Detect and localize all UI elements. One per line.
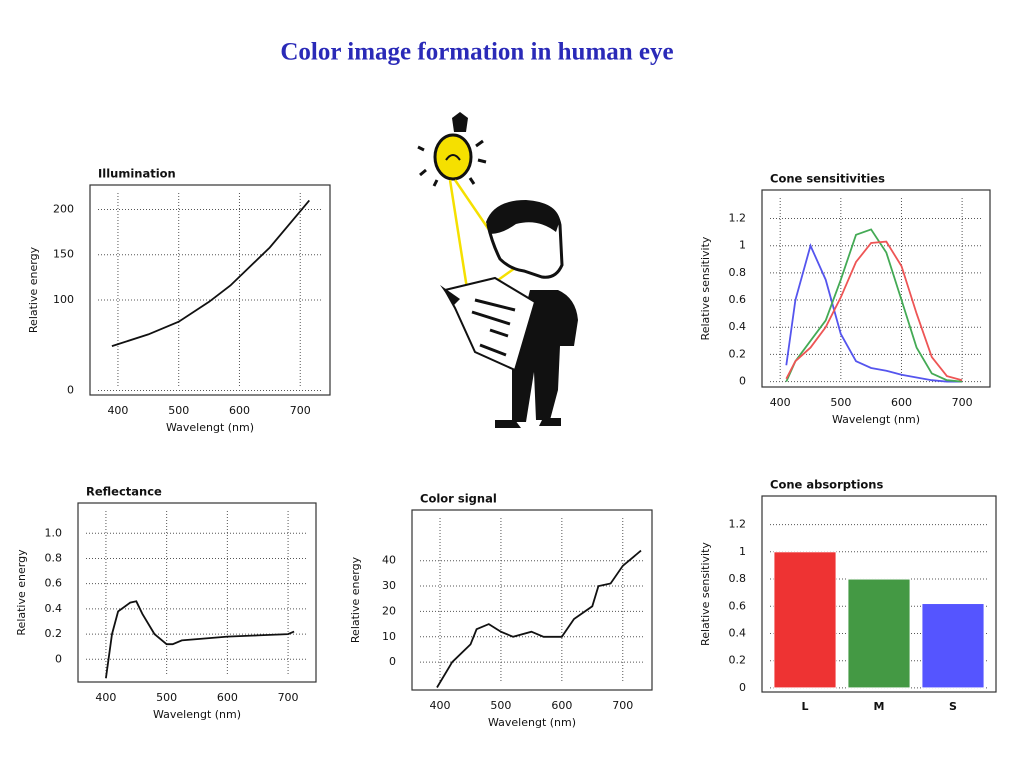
x-axis-label: Wavelengt (nm) xyxy=(166,421,254,434)
x-tick-label: 700 xyxy=(290,404,311,417)
y-tick-label: 1 xyxy=(739,239,746,252)
y-tick-label: 0.2 xyxy=(45,627,63,640)
y-tick-label: 0 xyxy=(739,375,746,388)
y-tick-label: 0.4 xyxy=(45,602,63,615)
x-axis-label: Wavelengt (nm) xyxy=(832,413,920,426)
chart-title: Reflectance xyxy=(86,485,162,499)
y-tick-label: 1 xyxy=(739,545,746,558)
plot-frame xyxy=(411,509,653,691)
y-tick-label: 0.2 xyxy=(729,347,747,360)
slide-title: Color image formation in human eye xyxy=(280,39,673,66)
y-tick-label: 1.2 xyxy=(729,518,747,531)
y-tick-label: 0 xyxy=(55,652,62,665)
y-axis-label: Relative energy xyxy=(15,549,28,636)
x-tick-label: 700 xyxy=(952,396,973,409)
plot-frame xyxy=(89,184,331,396)
x-tick-label: 500 xyxy=(168,404,189,417)
y-tick-label: 150 xyxy=(53,248,74,261)
x-tick-label: 600 xyxy=(891,396,912,409)
x-tick-label: 400 xyxy=(107,404,128,417)
x-tick-label: 400 xyxy=(95,691,116,704)
x-axis-label: Wavelengt (nm) xyxy=(153,708,241,721)
y-tick-label: 200 xyxy=(53,202,74,215)
x-tick-label: 500 xyxy=(490,699,511,712)
y-tick-label: 0.2 xyxy=(729,654,747,667)
bar xyxy=(921,603,985,689)
x-tick-label: S xyxy=(949,700,957,713)
y-tick-label: 0 xyxy=(67,383,74,396)
bar xyxy=(847,578,911,689)
x-tick-label: 700 xyxy=(278,691,299,704)
x-tick-label: 600 xyxy=(551,699,572,712)
plot-frame xyxy=(761,189,991,388)
y-tick-label: 0.4 xyxy=(729,320,747,333)
y-tick-label: 0.8 xyxy=(729,572,747,585)
x-tick-label: 400 xyxy=(430,699,451,712)
y-tick-label: 0.6 xyxy=(45,577,63,590)
y-tick-label: 0.4 xyxy=(729,626,747,639)
x-tick-label: 700 xyxy=(612,699,633,712)
data-line xyxy=(111,199,310,347)
y-tick-label: 0.8 xyxy=(45,551,63,564)
x-tick-label: 500 xyxy=(830,396,851,409)
data-line xyxy=(436,549,642,688)
x-tick-label: L xyxy=(801,700,808,713)
y-tick-label: 0 xyxy=(389,655,396,668)
y-tick-label: 30 xyxy=(382,579,396,592)
cartoon xyxy=(417,112,578,428)
y-axis-label: Relative sensitivity xyxy=(699,542,712,646)
y-tick-label: 0.6 xyxy=(729,293,747,306)
x-tick-label: M xyxy=(874,700,885,713)
chart-title: Illumination xyxy=(98,167,176,181)
y-tick-label: 0.8 xyxy=(729,266,747,279)
chart-title: Color signal xyxy=(420,492,497,506)
y-tick-label: 20 xyxy=(382,604,396,617)
data-line xyxy=(785,228,963,383)
y-axis-label: Relative energy xyxy=(349,556,362,643)
y-tick-label: 100 xyxy=(53,293,74,306)
x-tick-label: 500 xyxy=(156,691,177,704)
y-tick-label: 1.0 xyxy=(45,526,63,539)
x-tick-label: 400 xyxy=(770,396,791,409)
x-tick-label: 600 xyxy=(229,404,250,417)
bar xyxy=(773,551,837,689)
chart-title: Cone absorptions xyxy=(770,478,883,492)
y-axis-label: Relative sensitivity xyxy=(699,236,712,340)
y-tick-label: 1.2 xyxy=(729,212,747,225)
x-tick-label: 600 xyxy=(217,691,238,704)
x-axis-label: Wavelengt (nm) xyxy=(488,716,576,729)
data-line xyxy=(105,600,295,679)
y-tick-label: 0 xyxy=(739,681,746,694)
data-line xyxy=(785,243,963,383)
y-axis-label: Relative energy xyxy=(27,246,40,333)
y-tick-label: 0.6 xyxy=(729,599,747,612)
chart-title: Cone sensitivities xyxy=(770,172,885,186)
y-tick-label: 40 xyxy=(382,554,396,567)
data-line xyxy=(785,240,963,382)
plot-frame xyxy=(77,502,317,683)
y-tick-label: 10 xyxy=(382,630,396,643)
